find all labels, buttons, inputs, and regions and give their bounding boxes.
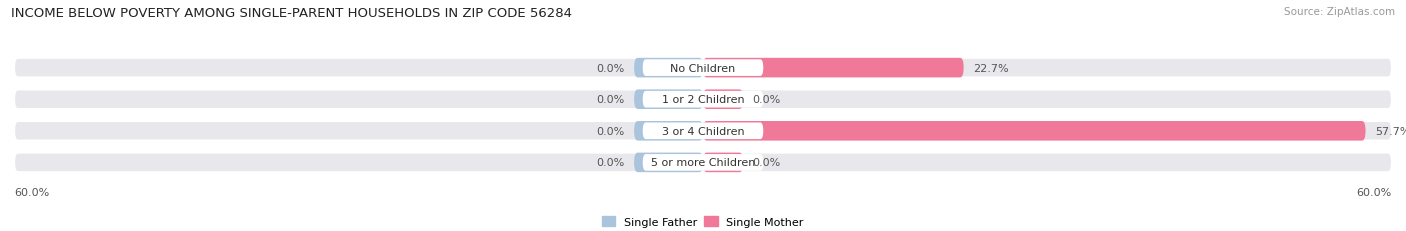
Text: 57.7%: 57.7% xyxy=(1375,126,1406,136)
FancyBboxPatch shape xyxy=(643,123,763,140)
FancyBboxPatch shape xyxy=(643,154,763,171)
Text: 0.0%: 0.0% xyxy=(752,95,780,105)
Text: 0.0%: 0.0% xyxy=(596,158,624,168)
FancyBboxPatch shape xyxy=(643,60,763,77)
Text: 60.0%: 60.0% xyxy=(1357,187,1392,197)
FancyBboxPatch shape xyxy=(703,122,1365,141)
Legend: Single Father, Single Mother: Single Father, Single Mother xyxy=(598,212,808,231)
FancyBboxPatch shape xyxy=(634,122,703,141)
FancyBboxPatch shape xyxy=(634,90,703,109)
FancyBboxPatch shape xyxy=(14,59,1392,78)
FancyBboxPatch shape xyxy=(703,153,744,172)
FancyBboxPatch shape xyxy=(14,90,1392,109)
FancyBboxPatch shape xyxy=(14,153,1392,172)
Text: 0.0%: 0.0% xyxy=(752,158,780,168)
Text: 3 or 4 Children: 3 or 4 Children xyxy=(662,126,744,136)
FancyBboxPatch shape xyxy=(634,59,703,78)
FancyBboxPatch shape xyxy=(634,153,703,172)
Text: Source: ZipAtlas.com: Source: ZipAtlas.com xyxy=(1284,7,1395,17)
Text: 5 or more Children: 5 or more Children xyxy=(651,158,755,168)
Text: 0.0%: 0.0% xyxy=(596,63,624,73)
Text: 60.0%: 60.0% xyxy=(14,187,49,197)
Text: 0.0%: 0.0% xyxy=(596,126,624,136)
FancyBboxPatch shape xyxy=(703,59,963,78)
Text: 1 or 2 Children: 1 or 2 Children xyxy=(662,95,744,105)
Text: 0.0%: 0.0% xyxy=(596,95,624,105)
FancyBboxPatch shape xyxy=(643,91,763,108)
FancyBboxPatch shape xyxy=(14,122,1392,141)
Text: 22.7%: 22.7% xyxy=(973,63,1008,73)
FancyBboxPatch shape xyxy=(703,90,744,109)
Text: No Children: No Children xyxy=(671,63,735,73)
Text: INCOME BELOW POVERTY AMONG SINGLE-PARENT HOUSEHOLDS IN ZIP CODE 56284: INCOME BELOW POVERTY AMONG SINGLE-PARENT… xyxy=(11,7,572,20)
